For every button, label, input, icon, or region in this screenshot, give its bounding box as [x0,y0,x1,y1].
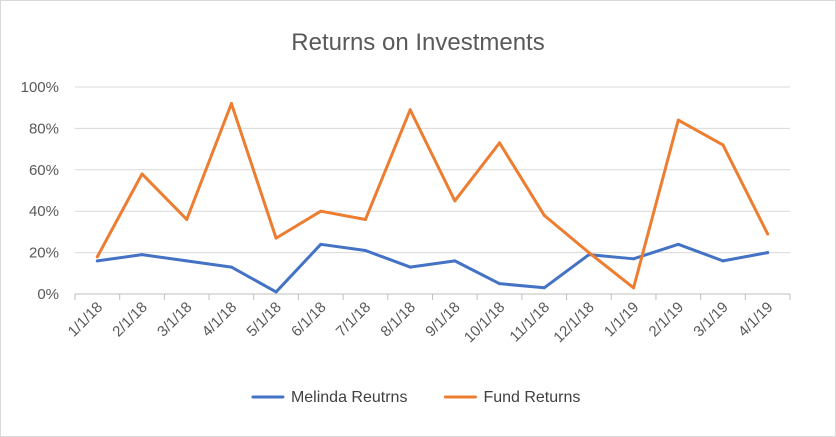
chart-title: Returns on Investments [291,29,544,56]
x-tick-label: 2/1/19 [646,299,688,341]
data-point-fund-returns [319,209,323,213]
data-point-fund-returns [408,108,412,112]
data-point-fund-returns [140,172,144,176]
data-point-melinda-reutrns [632,257,636,261]
x-tick-label: 9/1/18 [422,299,464,341]
x-tick-label: 8/1/18 [377,299,419,341]
y-tick-label: 40% [29,203,59,220]
x-tick-label: 10/1/18 [461,299,508,346]
data-point-melinda-reutrns [542,286,546,290]
x-tick-label: 2/1/18 [109,299,151,341]
data-point-melinda-reutrns [229,265,233,269]
series-lines [95,102,770,294]
data-point-melinda-reutrns [721,259,725,263]
series-line-fund-returns [95,102,770,290]
x-tick-label: 6/1/18 [288,299,330,341]
data-point-fund-returns [766,232,770,236]
legend: Melinda Reutrns Fund Returns [251,389,580,406]
x-tick-label: 7/1/18 [333,299,375,341]
data-point-fund-returns [453,199,457,203]
data-point-melinda-reutrns [95,259,99,263]
x-axis-ticks: 1/1/18 2/1/18 3/1/18 4/1/18 5/1/18 6/1/18 7/1/… [65,299,777,346]
data-point-melinda-reutrns [140,253,144,257]
data-point-melinda-reutrns [676,242,680,246]
data-point-fund-returns [632,286,636,290]
data-point-melinda-reutrns [766,251,770,255]
gridlines [74,86,791,300]
data-point-fund-returns [95,255,99,259]
x-tick-label: 1/1/18 [65,299,107,341]
data-point-melinda-reutrns [319,242,323,246]
x-tick-label: 5/1/18 [243,299,285,341]
data-point-fund-returns [587,251,591,255]
data-point-fund-returns [274,236,278,240]
data-point-fund-returns [542,213,546,217]
x-tick-label: 11/1/18 [506,299,553,346]
data-point-fund-returns [721,143,725,147]
legend-label-melinda-reutrns: Melinda Reutrns [291,389,408,406]
data-point-melinda-reutrns [408,265,412,269]
x-tick-label: 1/1/19 [601,299,643,341]
x-tick-label: 4/1/18 [199,299,241,341]
y-tick-label: 100% [21,79,59,96]
data-point-melinda-reutrns [363,249,367,253]
x-tick-label: 3/1/18 [154,299,196,341]
legend-label-fund-returns: Fund Returns [483,389,580,406]
data-point-melinda-reutrns [453,259,457,263]
x-tick-label: 12/1/18 [550,299,597,346]
data-point-fund-returns [363,217,367,221]
data-point-melinda-reutrns [185,259,189,263]
data-point-melinda-reutrns [498,282,502,286]
y-tick-label: 0% [37,286,59,303]
y-tick-label: 60% [29,162,59,179]
data-point-melinda-reutrns [274,290,278,294]
data-point-fund-returns [229,102,233,106]
data-point-fund-returns [676,118,680,122]
data-point-fund-returns [185,217,189,221]
x-tick-label: 3/1/19 [690,299,732,341]
y-axis-ticks: 0% 20% 40% 60% 80% 100% [21,79,59,303]
y-tick-label: 20% [29,245,59,262]
y-tick-label: 80% [29,120,59,137]
series-line-melinda-reutrns [95,242,770,294]
x-tick-label: 4/1/19 [735,299,777,341]
data-point-fund-returns [498,141,502,145]
